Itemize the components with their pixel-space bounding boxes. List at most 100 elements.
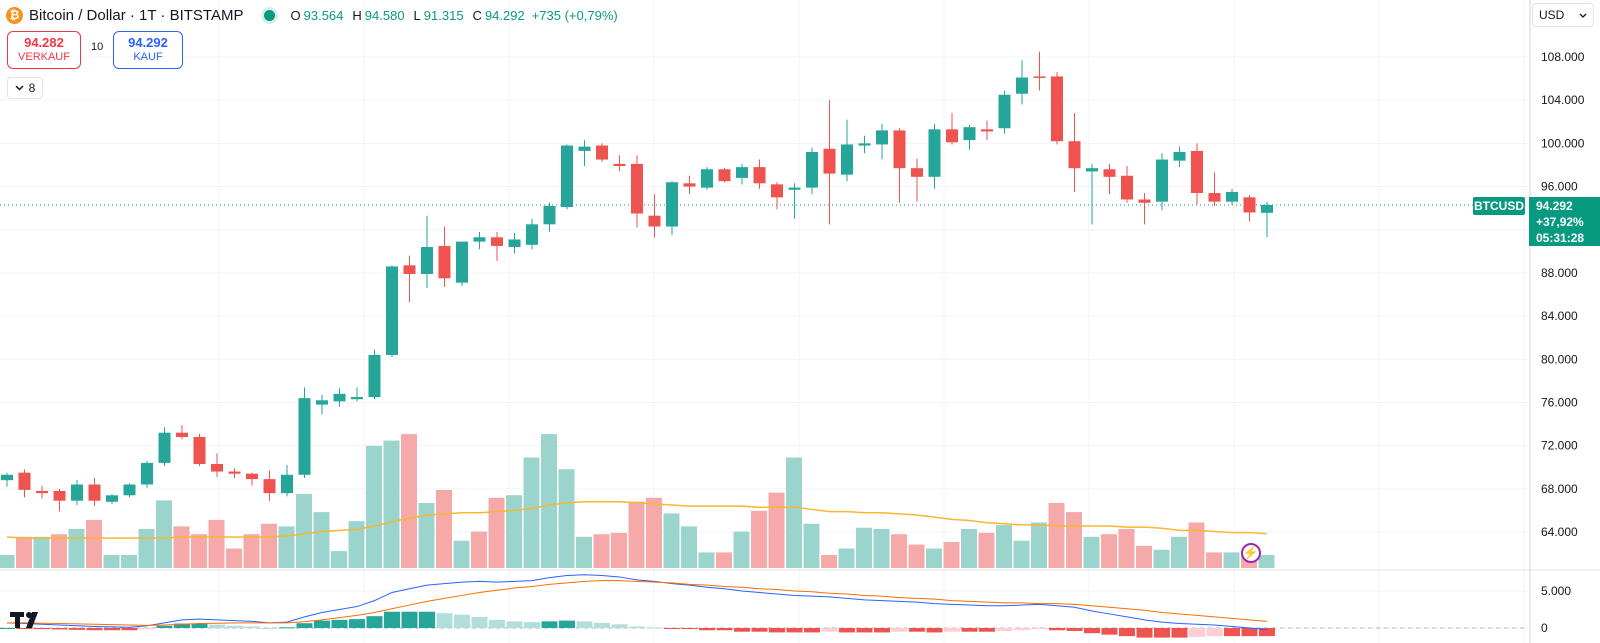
- candle: [246, 472, 258, 486]
- chevron-down-icon: [1579, 13, 1587, 18]
- symbol-header[interactable]: ₿ Bitcoin / Dollar · 1T · BITSTAMP O 93.5…: [6, 4, 618, 26]
- candle-body: [701, 169, 713, 188]
- macd-histogram-bar: [874, 628, 890, 633]
- indicators-collapse-button[interactable]: 8: [7, 77, 43, 99]
- last-price-change: +37,92%: [1536, 214, 1584, 229]
- macd-pane[interactable]: [0, 574, 1275, 638]
- candle-body: [473, 237, 486, 242]
- volume-bar: [1206, 552, 1222, 568]
- volume-bar: [313, 512, 330, 568]
- candle-body: [158, 432, 171, 463]
- currency-select[interactable]: USD: [1532, 3, 1594, 27]
- macd-histogram-bar: [261, 628, 278, 629]
- candle-body: [1, 474, 13, 481]
- volume-bar: [611, 532, 627, 568]
- candle: [718, 168, 731, 183]
- candle-body: [841, 144, 853, 175]
- candle: [386, 265, 398, 358]
- buy-button[interactable]: 94.292 KAUF: [113, 31, 183, 69]
- volume-bar: [1083, 536, 1100, 568]
- macd-histogram-bar: [401, 611, 418, 628]
- macd-histogram-bar: [384, 611, 400, 628]
- macd-histogram-bar: [681, 628, 698, 629]
- candlestick-pane[interactable]: [1, 51, 1273, 512]
- candle: [1138, 193, 1151, 225]
- sell-button[interactable]: 94.282 VERKAUF: [7, 31, 81, 69]
- symbol-title[interactable]: Bitcoin / Dollar · 1T · BITSTAMP: [29, 6, 244, 24]
- volume-bar: [68, 529, 85, 568]
- candle: [946, 113, 958, 145]
- macd-histogram-bar: [104, 628, 120, 631]
- volume-bar: [1048, 503, 1065, 568]
- candle-body: [1033, 76, 1046, 78]
- volume-bar: [1171, 536, 1187, 568]
- macd-histogram-bar: [734, 628, 750, 632]
- candle-body: [106, 495, 118, 502]
- candle: [473, 231, 486, 250]
- candle: [438, 226, 451, 287]
- macd-histogram-bar: [629, 626, 645, 628]
- candle-body: [281, 474, 293, 494]
- candle: [403, 255, 416, 303]
- currency-value: USD: [1539, 8, 1565, 22]
- candle-body: [18, 472, 31, 490]
- last-price-tag: 94.292 +37,92% 05:31:28: [1529, 197, 1600, 246]
- volume-bar: [663, 513, 680, 568]
- lightning-icon[interactable]: ⚡: [1241, 543, 1261, 563]
- candle-body: [88, 484, 101, 501]
- candle: [666, 181, 678, 236]
- candle-body: [246, 473, 258, 480]
- buy-price: 94.292: [128, 35, 168, 50]
- volume-bar: [873, 529, 890, 568]
- change-value: +735 (+0,79%): [531, 7, 618, 23]
- candle: [841, 119, 853, 182]
- candle: [1156, 153, 1168, 211]
- macd-histogram-bar: [174, 623, 190, 628]
- candle-body: [946, 129, 958, 143]
- candle: [1086, 163, 1098, 225]
- price-tick-label: 84.000: [1541, 309, 1578, 323]
- volume-bar: [1223, 552, 1240, 568]
- candle: [1033, 51, 1046, 91]
- macd-histogram-bar: [419, 611, 435, 628]
- candle: [823, 100, 836, 225]
- candle: [1261, 201, 1273, 238]
- candle: [1208, 172, 1221, 206]
- candle-body: [1068, 141, 1081, 169]
- macd-histogram-bar: [979, 628, 995, 632]
- volume-bar: [628, 501, 645, 568]
- volume-bar: [331, 551, 347, 568]
- tradingview-logo-icon[interactable]: [10, 610, 50, 636]
- candle: [368, 349, 381, 400]
- candle-body: [631, 163, 643, 214]
- candle: [788, 183, 801, 219]
- candle-body: [736, 167, 748, 178]
- candle-body: [596, 145, 608, 160]
- market-status-icon[interactable]: [263, 9, 275, 21]
- volume-bar: [33, 536, 50, 568]
- macd-histogram-bar: [839, 628, 855, 633]
- candle: [596, 143, 608, 162]
- volume-bar: [1013, 540, 1030, 568]
- buy-label: KAUF: [133, 51, 163, 63]
- candle-body: [1208, 193, 1221, 202]
- candle-body: [351, 397, 363, 400]
- candle: [281, 465, 293, 497]
- macd-histogram-bar: [909, 628, 925, 632]
- candle: [613, 155, 626, 172]
- candle-body: [1173, 152, 1186, 161]
- candle: [858, 135, 871, 154]
- volume-bar: [943, 542, 960, 568]
- macd-histogram-bar: [769, 628, 785, 633]
- price-axis[interactable]: 108.000104.000100.00096.00092.00088.0008…: [1541, 50, 1585, 635]
- macd-histogram-bar: [506, 621, 523, 628]
- candle: [578, 140, 591, 167]
- macd-histogram-bar: [961, 628, 978, 632]
- candle: [1173, 146, 1186, 168]
- volume-bar: [821, 555, 837, 568]
- macd-histogram-bar: [51, 628, 68, 630]
- macd-histogram-bar: [646, 627, 663, 629]
- candle-body: [491, 237, 503, 246]
- macd-histogram-bar: [699, 628, 715, 631]
